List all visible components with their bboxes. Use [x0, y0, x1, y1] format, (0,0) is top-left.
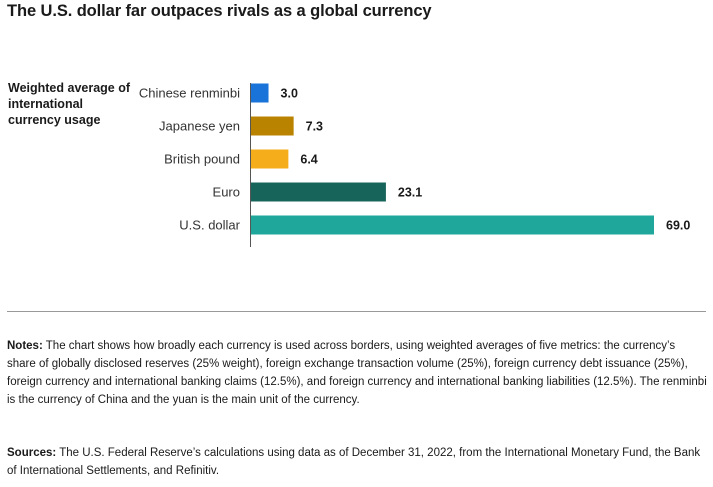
sources-lead: Sources:: [7, 447, 57, 459]
value-label: 3.0: [281, 87, 298, 101]
bar-british-pound: [251, 149, 289, 169]
bar-chinese-renminbi: [251, 83, 269, 103]
value-label: 69.0: [666, 219, 690, 233]
value-label: 7.3: [306, 120, 323, 134]
category-label: British pound: [164, 152, 240, 167]
value-label: 6.4: [300, 153, 317, 167]
bar-u-s-dollar: [251, 215, 654, 235]
measure-label: Weighted average of international curren…: [8, 81, 131, 127]
category-label: Euro: [213, 185, 240, 200]
divider: [7, 311, 706, 312]
notes: Notes: The chart shows how broadly each …: [7, 337, 707, 409]
category-label: Chinese renminbi: [139, 86, 240, 101]
bar-japanese-yen: [251, 116, 294, 136]
notes-text: The chart shows how broadly each currenc…: [7, 340, 707, 406]
notes-lead: Notes:: [7, 340, 43, 352]
value-label: 23.1: [398, 186, 422, 200]
sources-text: The U.S. Federal Reserve’s calculations …: [7, 447, 701, 477]
sources: Sources: The U.S. Federal Reserve’s calc…: [7, 444, 707, 480]
chart-title: The U.S. dollar far outpaces rivals as a…: [7, 2, 432, 20]
category-label: Japanese yen: [159, 119, 240, 134]
category-label: U.S. dollar: [179, 218, 240, 233]
bars-group: Chinese renminbi 3.0 Japanese yen 7.3 Britis…: [139, 83, 690, 235]
bar-euro: [251, 182, 386, 202]
bar-chart: Chinese renminbi 3.0 Japanese yen 7.3 Britis…: [139, 83, 690, 247]
